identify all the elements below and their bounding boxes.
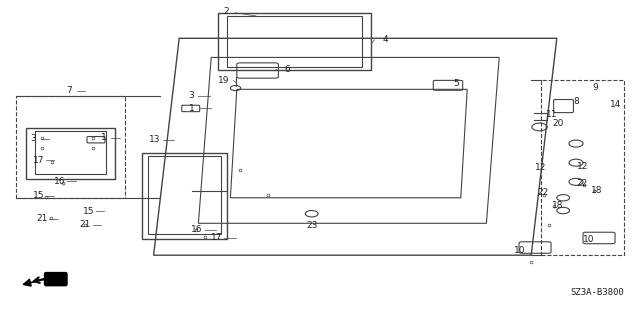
Text: 17: 17 (33, 156, 44, 165)
Text: 15: 15 (33, 191, 44, 200)
Text: 1: 1 (101, 133, 106, 142)
Text: 13: 13 (149, 135, 161, 144)
Text: 20: 20 (552, 119, 564, 128)
Text: 6: 6 (285, 65, 291, 74)
Text: 16: 16 (54, 177, 65, 186)
Text: 9: 9 (593, 83, 598, 92)
Text: 17: 17 (211, 233, 222, 242)
Text: 22: 22 (537, 188, 548, 197)
Text: 16: 16 (191, 225, 203, 234)
Text: 14: 14 (610, 100, 621, 109)
Text: 18: 18 (591, 186, 602, 195)
Text: 10: 10 (583, 235, 595, 244)
Text: 7: 7 (67, 86, 72, 95)
Text: 19: 19 (218, 76, 229, 85)
Text: 18: 18 (552, 201, 564, 210)
Text: 1: 1 (189, 104, 195, 113)
Text: 22: 22 (577, 179, 588, 188)
Text: 4: 4 (383, 35, 388, 44)
Text: 12: 12 (577, 162, 588, 171)
Text: 11: 11 (546, 110, 557, 119)
Text: 21: 21 (79, 220, 91, 229)
Text: 3: 3 (31, 134, 36, 143)
Text: 23: 23 (307, 221, 318, 230)
Text: 2: 2 (223, 7, 229, 16)
Text: 3: 3 (188, 91, 193, 100)
Text: SZ3A-B3800: SZ3A-B3800 (570, 288, 624, 297)
Text: 10: 10 (514, 246, 525, 255)
Text: 12: 12 (535, 163, 547, 172)
Text: 8: 8 (573, 97, 579, 106)
Text: FR.: FR. (48, 276, 66, 286)
Text: 21: 21 (36, 214, 47, 223)
Text: 5: 5 (454, 79, 460, 88)
Text: 15: 15 (83, 207, 94, 216)
Text: FR.: FR. (46, 274, 65, 284)
